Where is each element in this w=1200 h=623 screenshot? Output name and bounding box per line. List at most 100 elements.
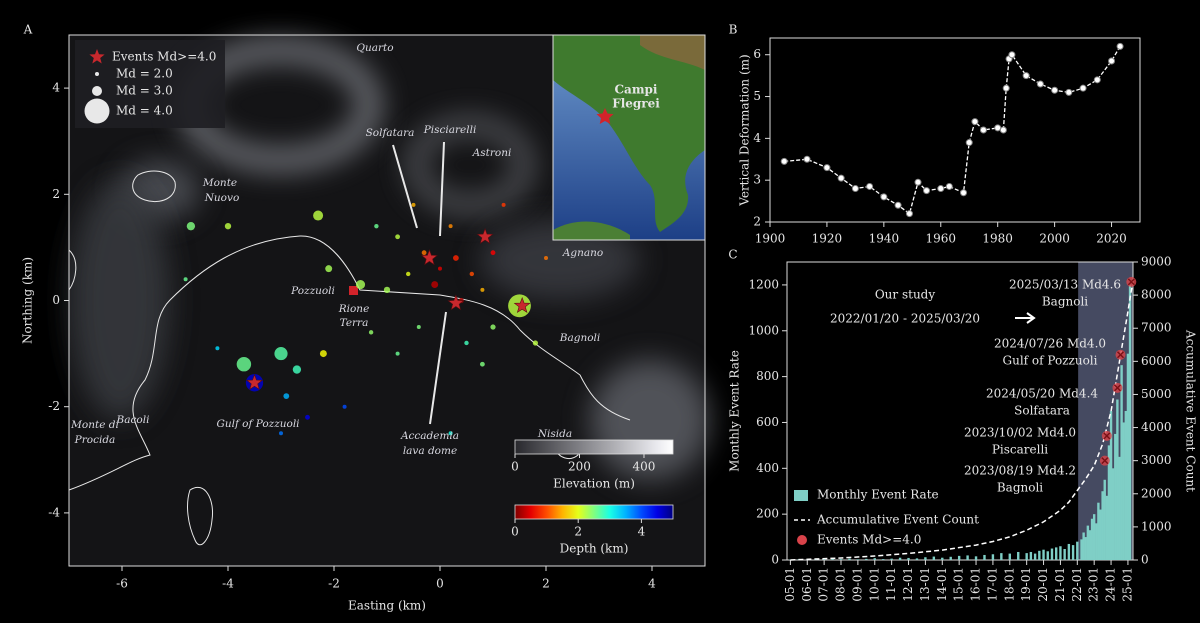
x-tick-label: 1940: [869, 232, 900, 246]
legend-label: Monthly Event Rate: [817, 488, 939, 502]
bar: [915, 558, 919, 560]
deformation-point: [1116, 42, 1124, 50]
x-tick-label: 1900: [755, 232, 786, 246]
x-tick-label: 2: [542, 577, 550, 591]
earthquake: [342, 404, 347, 409]
y-tick-label: 3: [753, 173, 761, 187]
bar: [1111, 468, 1115, 560]
legend-size: [95, 72, 99, 76]
bar: [1033, 553, 1037, 560]
major-event-cross: [1127, 278, 1135, 286]
earthquake: [279, 431, 283, 436]
bar: [882, 559, 885, 560]
earthquake: [313, 210, 324, 221]
bar: [924, 557, 927, 560]
x-tick-label: 23-01: [1087, 567, 1101, 602]
legend-label: Accumulative Event Count: [816, 513, 979, 527]
colorbar-tick-label: 0: [511, 525, 519, 539]
bar: [1103, 479, 1106, 560]
earthquake: [431, 281, 439, 289]
study-label: 2022/01/20 - 2025/03/20: [830, 312, 980, 326]
y-tick-label: 0: [52, 293, 60, 307]
panel-label: B: [729, 23, 738, 37]
y2-tick-label: 7000: [1141, 321, 1172, 335]
earthquake: [319, 350, 327, 358]
y-tick-label: -2: [48, 399, 60, 413]
deformation-point: [851, 185, 859, 193]
bar: [1128, 284, 1132, 560]
deformation-point: [960, 189, 968, 197]
major-event: [447, 294, 465, 311]
legend-size: [84, 98, 110, 124]
major-event-cross: [1101, 457, 1109, 465]
deformation-point: [866, 182, 874, 190]
x-tick-label: 10-01: [867, 567, 881, 602]
bar: [1000, 553, 1003, 560]
colorbar-tick-label: 2: [574, 525, 582, 539]
major-event: [1126, 276, 1137, 287]
place-label: Bacoli: [116, 414, 150, 426]
bar: [1090, 518, 1094, 560]
place-label: Agnano: [562, 247, 603, 259]
event-label: 2024/07/26 Md4.0: [994, 337, 1106, 351]
bar: [966, 555, 969, 560]
x-tick-label: 1980: [982, 232, 1013, 246]
deformation-point: [971, 118, 979, 126]
deformation-point: [1036, 80, 1044, 88]
y2-tick-label: 1000: [1141, 519, 1172, 533]
place-label: Terra: [340, 317, 369, 329]
place-label: Pisciarelli: [423, 124, 477, 136]
colorbar: [514, 439, 674, 455]
y-tick-label: 0: [771, 553, 779, 567]
deformation-point: [923, 187, 931, 195]
place-label: Gulf of Pozzuoli: [216, 418, 299, 430]
place-label: Procida: [74, 434, 116, 446]
earthquake: [274, 347, 288, 361]
major-event: [1101, 430, 1112, 441]
y-tick-label: -4: [48, 505, 60, 519]
x-tick-label: 13-01: [918, 567, 932, 602]
x-tick-label: 21-01: [1053, 567, 1067, 602]
bar: [839, 559, 843, 560]
y-tick-label: 2: [52, 187, 60, 201]
bar: [898, 557, 902, 560]
major-event: [1115, 349, 1126, 360]
earthquake: [448, 431, 453, 436]
deformation-point: [905, 210, 913, 218]
x-tick-label: 09-01: [850, 567, 864, 602]
event-label: 2025/03/13 Md4.6: [1009, 278, 1121, 292]
y2-axis-label: Accumulative Event Count: [1184, 329, 1198, 492]
x-tick-label: 08-01: [834, 567, 848, 602]
legend-label: Events Md>=4.0: [817, 533, 921, 547]
major-event: [420, 249, 438, 266]
earthquake: [305, 414, 310, 420]
colorbar-tick-label: 4: [638, 525, 646, 539]
deformation-point: [894, 201, 902, 209]
deformation-point: [803, 155, 811, 163]
map-arrows: [392, 141, 447, 425]
bar: [957, 555, 961, 560]
y2-tick-label: 6000: [1141, 354, 1172, 368]
y-axis-label: Monthly Event Rate: [728, 350, 742, 472]
bar: [1042, 549, 1045, 560]
y-axis-label: Vertical Deformation (m): [738, 54, 752, 206]
event-label: Gulf of Pozzuoli: [1003, 354, 1098, 368]
deformation-point: [979, 126, 987, 134]
bar: [1046, 551, 1049, 560]
y-axis-label: Northing (km): [21, 257, 35, 344]
bar: [983, 554, 986, 560]
earthquake: [479, 361, 485, 367]
deformation-point: [1093, 76, 1101, 84]
deformation-point: [837, 174, 845, 182]
place-label: Nisida: [537, 428, 572, 440]
major-event: [513, 296, 531, 313]
x-tick-label: 06-01: [800, 567, 814, 602]
event-label: 2023/10/02 Md4.0: [964, 426, 1076, 440]
x-tick-label: 18-01: [1002, 567, 1016, 602]
place-label: Nuovo: [204, 192, 240, 204]
y2-tick-label: 8000: [1141, 288, 1172, 302]
bar: [1126, 353, 1130, 560]
earthquake: [490, 250, 496, 256]
deformation-point: [1022, 72, 1030, 80]
